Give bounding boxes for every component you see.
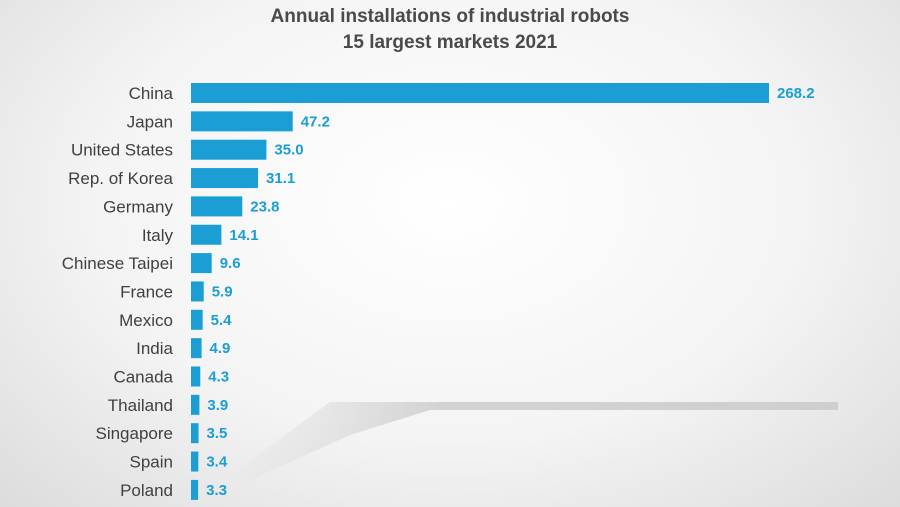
value-label: 3.3 bbox=[206, 482, 227, 499]
bar bbox=[191, 83, 769, 103]
value-label: 4.9 bbox=[210, 340, 231, 357]
bar bbox=[191, 479, 199, 500]
bar bbox=[191, 224, 222, 245]
value-label: 268.2 bbox=[777, 85, 815, 102]
value-label: 5.4 bbox=[211, 312, 233, 329]
value-label: 5.9 bbox=[212, 283, 233, 300]
value-label: 4.3 bbox=[208, 369, 229, 386]
bar bbox=[191, 196, 243, 217]
value-label: 35.0 bbox=[274, 142, 303, 159]
bar bbox=[191, 423, 199, 444]
background-swoosh bbox=[230, 402, 838, 480]
value-label: 3.4 bbox=[206, 454, 228, 471]
bar bbox=[191, 111, 293, 132]
category-label: Thailand bbox=[108, 396, 173, 415]
category-label: Italy bbox=[142, 226, 174, 245]
bar bbox=[191, 253, 212, 274]
bar bbox=[191, 366, 201, 387]
category-label: Singapore bbox=[95, 424, 173, 443]
category-label: Rep. of Korea bbox=[68, 169, 173, 188]
category-label: Germany bbox=[103, 197, 173, 216]
category-label: India bbox=[136, 339, 173, 358]
bar bbox=[191, 451, 199, 472]
category-label: China bbox=[129, 84, 174, 103]
category-label: Chinese Taipei bbox=[62, 254, 173, 273]
bar bbox=[191, 309, 203, 330]
value-label: 47.2 bbox=[301, 113, 330, 130]
category-label: United States bbox=[71, 141, 173, 160]
value-label: 3.5 bbox=[207, 425, 228, 442]
value-label: 3.9 bbox=[207, 397, 228, 414]
bar bbox=[191, 338, 202, 359]
chart-subtitle: 15 largest markets 2021 bbox=[342, 32, 558, 53]
value-label: 9.6 bbox=[220, 255, 241, 272]
bar bbox=[191, 168, 259, 189]
category-label: Mexico bbox=[119, 311, 173, 330]
value-label: 23.8 bbox=[250, 198, 279, 215]
chart-title: Annual installations of industrial robot… bbox=[270, 6, 630, 27]
value-label: 14.1 bbox=[229, 227, 258, 244]
bar bbox=[191, 139, 267, 160]
category-label: Canada bbox=[113, 368, 173, 387]
category-label: Spain bbox=[130, 453, 173, 472]
category-label: Poland bbox=[120, 481, 173, 500]
bars-layer: China 268.2 Japan 47.2 United States 35.0 Rep.… bbox=[62, 83, 815, 500]
bar bbox=[191, 394, 200, 415]
category-label: Japan bbox=[127, 112, 173, 131]
bar bbox=[191, 281, 204, 302]
value-label: 31.1 bbox=[266, 170, 295, 187]
category-label: France bbox=[120, 282, 173, 301]
